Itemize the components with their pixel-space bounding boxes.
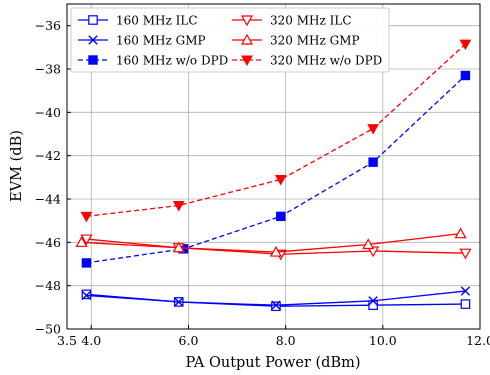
- data-point: [271, 300, 281, 310]
- data-point: [172, 241, 185, 253]
- data-point: [459, 39, 472, 51]
- legend-marker: [88, 35, 98, 45]
- legend-item: 320 MHz GMP: [232, 34, 360, 48]
- series-320-mhz-w-o-dpd: [80, 39, 472, 223]
- data-point: [276, 211, 286, 222]
- legend-label: 320 MHz ILC: [270, 14, 352, 28]
- x-tick-label: 3.5: [57, 333, 77, 348]
- data-point: [81, 289, 92, 300]
- series-line: [86, 43, 466, 217]
- data-point: [274, 175, 287, 186]
- legend-label: 160 MHz w/o DPD: [116, 54, 228, 68]
- legend-marker: [240, 15, 254, 27]
- legend-marker: [88, 15, 98, 25]
- x-tick-label: 8.0: [276, 333, 296, 348]
- legend-label: 160 MHz ILC: [116, 14, 198, 28]
- data-point: [368, 157, 378, 167]
- series-160-mhz-ilc: [81, 289, 471, 312]
- y-tick-label: −46: [35, 235, 61, 250]
- legend: 160 MHz ILC 160 MHz GMP 160 MHz w/o DPD 320…: [70, 7, 390, 73]
- data-point: [75, 236, 88, 247]
- series-line: [86, 75, 466, 264]
- series-160-mhz-gmp: [81, 286, 471, 310]
- data-point: [81, 258, 92, 268]
- axis-ticks: 3.5 4.0 6.0 8.0 10.0 12.0 −50 −48 −46 −44 −42 −40 −3…: [35, 18, 490, 348]
- legend-label: 320 MHz w/o DPD: [270, 54, 382, 68]
- data-point: [460, 299, 471, 309]
- y-tick-label: −40: [35, 105, 61, 120]
- data-point: [80, 234, 93, 246]
- data-point: [174, 297, 184, 307]
- data-point: [81, 290, 92, 301]
- legend-box: [70, 7, 390, 73]
- data-point: [367, 124, 379, 135]
- x-tick-label: 10.0: [369, 333, 397, 348]
- data-point: [459, 248, 472, 260]
- data-point: [172, 201, 185, 212]
- data-point: [460, 70, 471, 81]
- series-320-mhz-gmp: [75, 227, 467, 257]
- data-point: [80, 211, 93, 223]
- data-point: [460, 286, 471, 296]
- data-point: [454, 227, 467, 239]
- x-axis-label: PA Output Power (dBm): [185, 355, 360, 371]
- data-point: [269, 245, 282, 257]
- data-point: [368, 300, 378, 310]
- series-lines: [75, 39, 472, 312]
- plot-frame: [66, 3, 481, 330]
- x-tick-label: 6.0: [179, 333, 199, 348]
- y-tick-label: −44: [35, 192, 61, 207]
- y-tick-label: −38: [35, 62, 61, 77]
- legend-marker: [240, 33, 254, 45]
- legend-item: 160 MHz GMP: [78, 34, 206, 48]
- data-point: [368, 296, 378, 306]
- x-tick-label: 4.0: [81, 333, 101, 348]
- y-tick-label: −36: [35, 18, 61, 33]
- data-point: [362, 238, 375, 250]
- legend-item: 160 MHz w/o DPD: [78, 54, 228, 68]
- legend-item: 160 MHz ILC: [78, 14, 198, 28]
- series-160-mhz-w-o-dpd: [81, 70, 471, 268]
- y-tick-label: −42: [35, 148, 61, 163]
- legend-item: 320 MHz w/o DPD: [232, 54, 382, 68]
- y-axis-label: EVM (dB): [9, 130, 25, 202]
- legend-label: 320 MHz GMP: [270, 34, 360, 48]
- legend-label: 160 MHz GMP: [116, 34, 206, 48]
- legend-marker: [241, 55, 253, 67]
- legend-item: 320 MHz ILC: [232, 14, 352, 28]
- y-tick-label: −50: [35, 322, 61, 337]
- y-tick-label: −48: [35, 278, 61, 293]
- x-tick-label: 12.0: [466, 333, 490, 348]
- data-point: [367, 246, 380, 258]
- data-point: [271, 301, 281, 312]
- series-line: [81, 233, 461, 253]
- legend-marker: [88, 55, 98, 65]
